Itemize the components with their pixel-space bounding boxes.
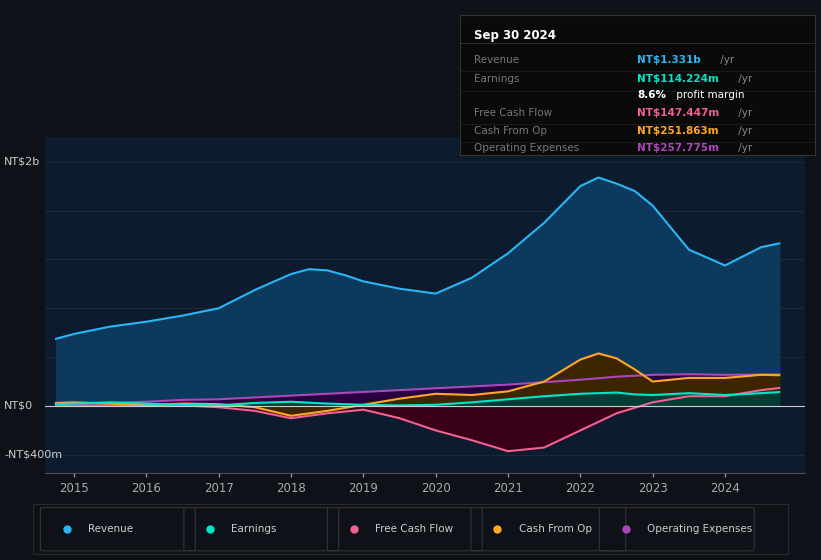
Text: -NT$400m: -NT$400m xyxy=(4,450,62,460)
Text: Earnings: Earnings xyxy=(232,524,277,534)
Text: Cash From Op: Cash From Op xyxy=(475,126,548,136)
Text: Revenue: Revenue xyxy=(475,55,520,65)
Text: /yr: /yr xyxy=(735,143,752,153)
Text: Free Cash Flow: Free Cash Flow xyxy=(475,108,553,118)
Text: NT$2b: NT$2b xyxy=(4,157,40,167)
Text: Revenue: Revenue xyxy=(88,524,133,534)
Text: /yr: /yr xyxy=(718,55,735,65)
Text: NT$0: NT$0 xyxy=(4,401,33,411)
Text: 8.6%: 8.6% xyxy=(637,90,667,100)
Text: NT$147.447m: NT$147.447m xyxy=(637,108,720,118)
Text: Sep 30 2024: Sep 30 2024 xyxy=(475,29,556,42)
Text: Operating Expenses: Operating Expenses xyxy=(647,524,752,534)
Text: Cash From Op: Cash From Op xyxy=(519,524,591,534)
Text: /yr: /yr xyxy=(735,108,752,118)
Text: /yr: /yr xyxy=(735,126,752,136)
Text: Earnings: Earnings xyxy=(475,74,520,85)
Text: Operating Expenses: Operating Expenses xyxy=(475,143,580,153)
Text: NT$114.224m: NT$114.224m xyxy=(637,74,719,85)
Text: NT$1.331b: NT$1.331b xyxy=(637,55,701,65)
Text: NT$257.775m: NT$257.775m xyxy=(637,143,719,153)
Text: profit margin: profit margin xyxy=(673,90,745,100)
Text: /yr: /yr xyxy=(735,74,752,85)
Text: Free Cash Flow: Free Cash Flow xyxy=(375,524,453,534)
Text: NT$251.863m: NT$251.863m xyxy=(637,126,719,136)
